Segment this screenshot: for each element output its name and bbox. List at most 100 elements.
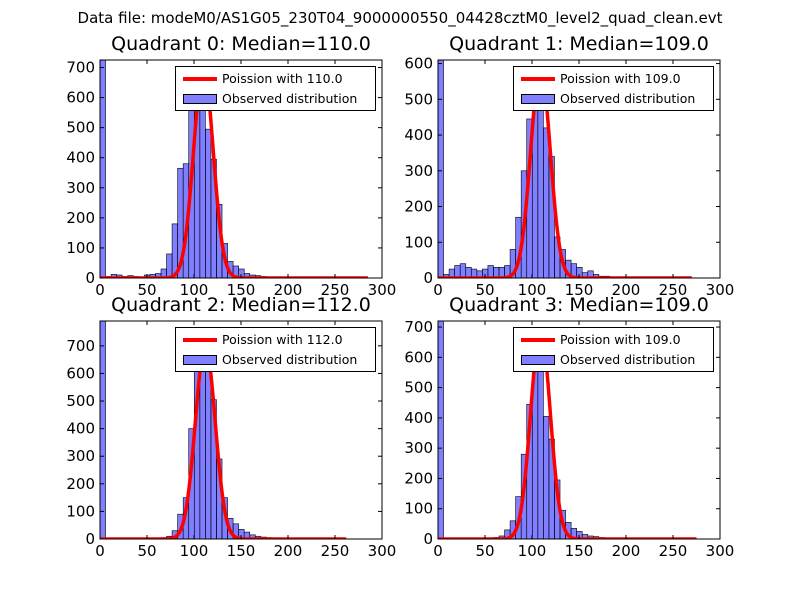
legend-line-swatch: [521, 77, 555, 81]
y-tick-label: 600: [404, 348, 433, 366]
histogram-bar: [205, 128, 212, 278]
histogram-bar: [537, 369, 544, 539]
y-tick-label: 0: [85, 269, 95, 287]
x-tick-label: 200: [612, 281, 641, 299]
histogram-bar: [166, 253, 173, 278]
x-tick-label: 200: [274, 281, 303, 299]
quadrant-0-subplot: Quadrant 0: Median=110.0 0 50 100 150 200 250 3…: [40, 20, 402, 308]
quadrant-2-legend: Poission with 112.0 Observed distribution: [175, 327, 376, 372]
y-tick-label: 300: [66, 179, 95, 197]
histogram-bar: [487, 265, 494, 278]
x-tick-label: 100: [180, 542, 209, 560]
legend-label: Poission with 112.0: [222, 332, 343, 347]
y-tick-label: 400: [66, 149, 95, 167]
y-tick-label: 500: [66, 119, 95, 137]
legend-label: Observed distribution: [222, 352, 358, 367]
histogram-bar: [459, 263, 467, 278]
x-tick-label: 100: [180, 281, 209, 299]
histogram-bar: [537, 88, 544, 278]
y-tick-label: 100: [66, 502, 95, 520]
y-tick-label: 700: [66, 337, 95, 355]
quadrant-3-chart: 0 50 100 150 200 250 300 0 100 200 300 400 500 600 700: [404, 318, 735, 560]
quadrant-1-chart: 0 50 100 150 200 250 300 0 100 200 300 400 500 600: [404, 55, 735, 299]
x-tick-label: 200: [612, 542, 641, 560]
y-tick-label: 0: [85, 530, 95, 548]
x-tick-label: 150: [227, 281, 256, 299]
histogram-bar: [100, 60, 106, 278]
quadrant-1-title: Quadrant 1: Median=109.0: [449, 33, 709, 55]
y-tick-label: 0: [423, 530, 433, 548]
legend-label: Observed distribution: [222, 91, 358, 106]
x-tick-label: 250: [659, 281, 688, 299]
poisson-curve: [438, 328, 698, 539]
legend-line-swatch: [521, 338, 555, 342]
histogram-bar: [100, 321, 106, 539]
x-tick-label: 50: [137, 281, 156, 299]
y-tick-label: 100: [404, 500, 433, 518]
legend-label: Poission with 109.0: [560, 71, 681, 86]
legend-patch-swatch: [183, 94, 217, 104]
y-tick-label: 0: [423, 269, 433, 287]
x-tick-label: 250: [321, 542, 350, 560]
y-tick-label: 600: [66, 89, 95, 107]
legend-label: Observed distribution: [560, 91, 696, 106]
y-tick-label: 200: [66, 209, 95, 227]
y-tick-label: 300: [66, 447, 95, 465]
x-tick-label: 300: [368, 281, 397, 299]
poisson-curve: [100, 344, 348, 539]
y-tick-label: 200: [404, 198, 433, 216]
quadrant-2-chart: 0 50 100 150 200 250 300 0 100 200 300 400 500 600 700: [66, 320, 396, 560]
x-tick-label: 100: [518, 281, 547, 299]
y-tick-label: 300: [404, 162, 433, 180]
y-tick-label: 300: [404, 439, 433, 457]
legend-patch-swatch: [183, 355, 217, 365]
y-tick-label: 400: [404, 126, 433, 144]
y-tick-label: 700: [66, 59, 95, 77]
histogram-bar: [438, 60, 444, 278]
legend-label: Poission with 109.0: [560, 332, 681, 347]
x-tick-label: 50: [137, 542, 156, 560]
histogram-bar: [454, 265, 461, 278]
quadrant-0-title: Quadrant 0: Median=110.0: [111, 33, 371, 55]
x-tick-label: 0: [433, 281, 443, 299]
y-tick-label: 400: [404, 409, 433, 427]
y-tick-label: 500: [404, 90, 433, 108]
y-tick-label: 200: [404, 469, 433, 487]
legend-label: Poission with 110.0: [222, 71, 343, 86]
x-tick-label: 250: [659, 542, 688, 560]
quadrant-3-title: Quadrant 3: Median=109.0: [449, 294, 709, 316]
histogram-bar: [205, 370, 212, 539]
x-tick-label: 300: [706, 542, 735, 560]
y-tick-label: 400: [66, 420, 95, 438]
legend-line-swatch: [183, 77, 217, 81]
quadrant-1-legend: Poission with 109.0 Observed distribution: [513, 66, 714, 111]
quadrant-3-subplot: Quadrant 3: Median=109.0 0 50 100 150 200 250 3…: [378, 281, 740, 569]
quadrant-2-title: Quadrant 2: Median=112.0: [111, 294, 371, 316]
y-tick-label: 100: [66, 239, 95, 257]
histogram-bar: [438, 321, 444, 539]
x-tick-label: 0: [433, 542, 443, 560]
legend-patch-swatch: [521, 355, 555, 365]
legend-line-swatch: [183, 338, 217, 342]
quadrant-0-chart: 0 50 100 150 200 250 300 0 100 200 300 400 500 600 700: [66, 59, 397, 299]
y-tick-label: 200: [66, 475, 95, 493]
legend-patch-swatch: [521, 94, 555, 104]
x-tick-label: 0: [95, 281, 105, 299]
x-tick-label: 200: [274, 542, 303, 560]
y-tick-label: 100: [404, 233, 433, 251]
x-tick-label: 150: [565, 281, 594, 299]
y-tick-label: 500: [66, 392, 95, 410]
quadrant-0-plot-area: [100, 60, 370, 278]
x-tick-label: 300: [706, 281, 735, 299]
y-tick-label: 600: [404, 55, 433, 73]
x-tick-label: 150: [227, 542, 256, 560]
figure-title: Data file: modeM0/AS1G05_230T04_90000005…: [77, 9, 723, 27]
quadrant-2-subplot: Quadrant 2: Median=112.0 0 50 100 150 200 250 3…: [40, 281, 402, 569]
y-tick-label: 600: [66, 364, 95, 382]
x-tick-label: 100: [518, 542, 547, 560]
histogram-bar: [543, 416, 550, 539]
quadrant-3-legend: Poission with 109.0 Observed distribution: [513, 327, 714, 372]
quadrant-1-subplot: Quadrant 1: Median=109.0 0 50 100 150 200 250 3…: [378, 20, 740, 308]
y-tick-label: 500: [404, 379, 433, 397]
